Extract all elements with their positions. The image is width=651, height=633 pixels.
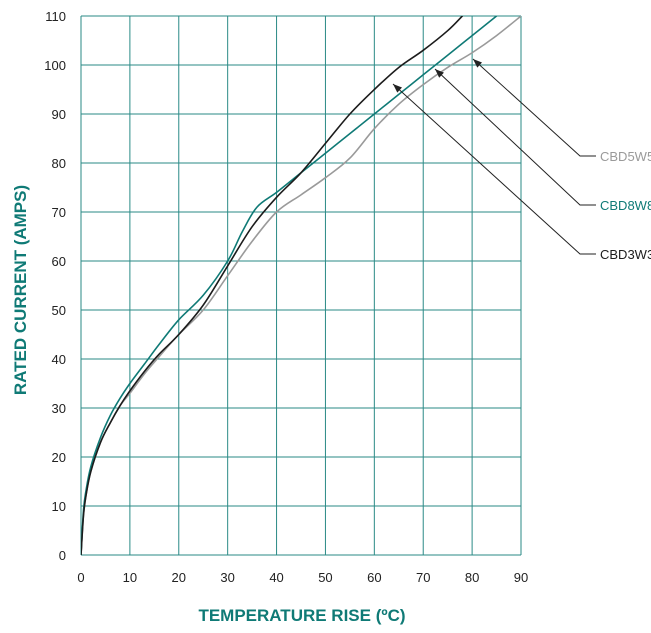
y-axis-title: RATED CURRENT (AMPS)	[11, 185, 30, 395]
x-tick-0: 0	[77, 570, 84, 585]
x-tick-60: 60	[367, 570, 381, 585]
series-line-cbd3w3	[81, 16, 464, 555]
x-tick-10: 10	[123, 570, 137, 585]
legend-label-cbd8w8: CBD8W8	[600, 198, 651, 213]
leader-line-cbd3w3	[392, 83, 596, 255]
legend-label-cbd5w5: CBD5W5	[600, 149, 651, 164]
y-tick-90: 90	[52, 107, 66, 122]
grid-horizontal	[81, 15, 521, 556]
y-tick-70: 70	[52, 205, 66, 220]
leader-arrowhead-cbd8w8	[435, 69, 444, 78]
x-axis-title: TEMPERATURE RISE (ºC)	[198, 606, 405, 625]
y-tick-40: 40	[52, 352, 66, 367]
series-line-cbd8w8	[81, 16, 498, 555]
y-tick-100: 100	[44, 58, 66, 73]
x-tick-50: 50	[318, 570, 332, 585]
series-layer	[81, 16, 521, 555]
x-tick-70: 70	[416, 570, 430, 585]
y-tick-30: 30	[52, 401, 66, 416]
x-tick-90: 90	[514, 570, 528, 585]
x-tick-80: 80	[465, 570, 479, 585]
legend-label-cbd3w3: CBD3W3	[600, 247, 651, 262]
y-tick-60: 60	[52, 254, 66, 269]
y-tick-50: 50	[52, 303, 66, 318]
y-tick-80: 80	[52, 156, 66, 171]
leader-arrowhead-cbd3w3	[393, 84, 403, 93]
y-tick-labels: 0 10 20 30 40 50 60 70 80 90 100 110	[44, 9, 66, 563]
y-tick-0: 0	[59, 548, 66, 563]
series-line-cbd5w5	[81, 16, 521, 555]
legend: CBD5W5 CBD8W8 CBD3W3	[392, 58, 651, 262]
y-tick-20: 20	[52, 450, 66, 465]
y-tick-10: 10	[52, 499, 66, 514]
x-tick-labels: 0 10 20 30 40 50 60 70 80 90	[77, 570, 528, 585]
y-tick-110: 110	[45, 9, 66, 24]
leader-line-cbd5w5	[472, 58, 596, 157]
x-tick-30: 30	[220, 570, 234, 585]
leader-line-cbd8w8	[434, 68, 596, 206]
x-tick-20: 20	[172, 570, 186, 585]
leader-arrowhead-cbd5w5	[473, 59, 483, 68]
grid-vertical	[80, 16, 522, 555]
x-tick-40: 40	[269, 570, 283, 585]
